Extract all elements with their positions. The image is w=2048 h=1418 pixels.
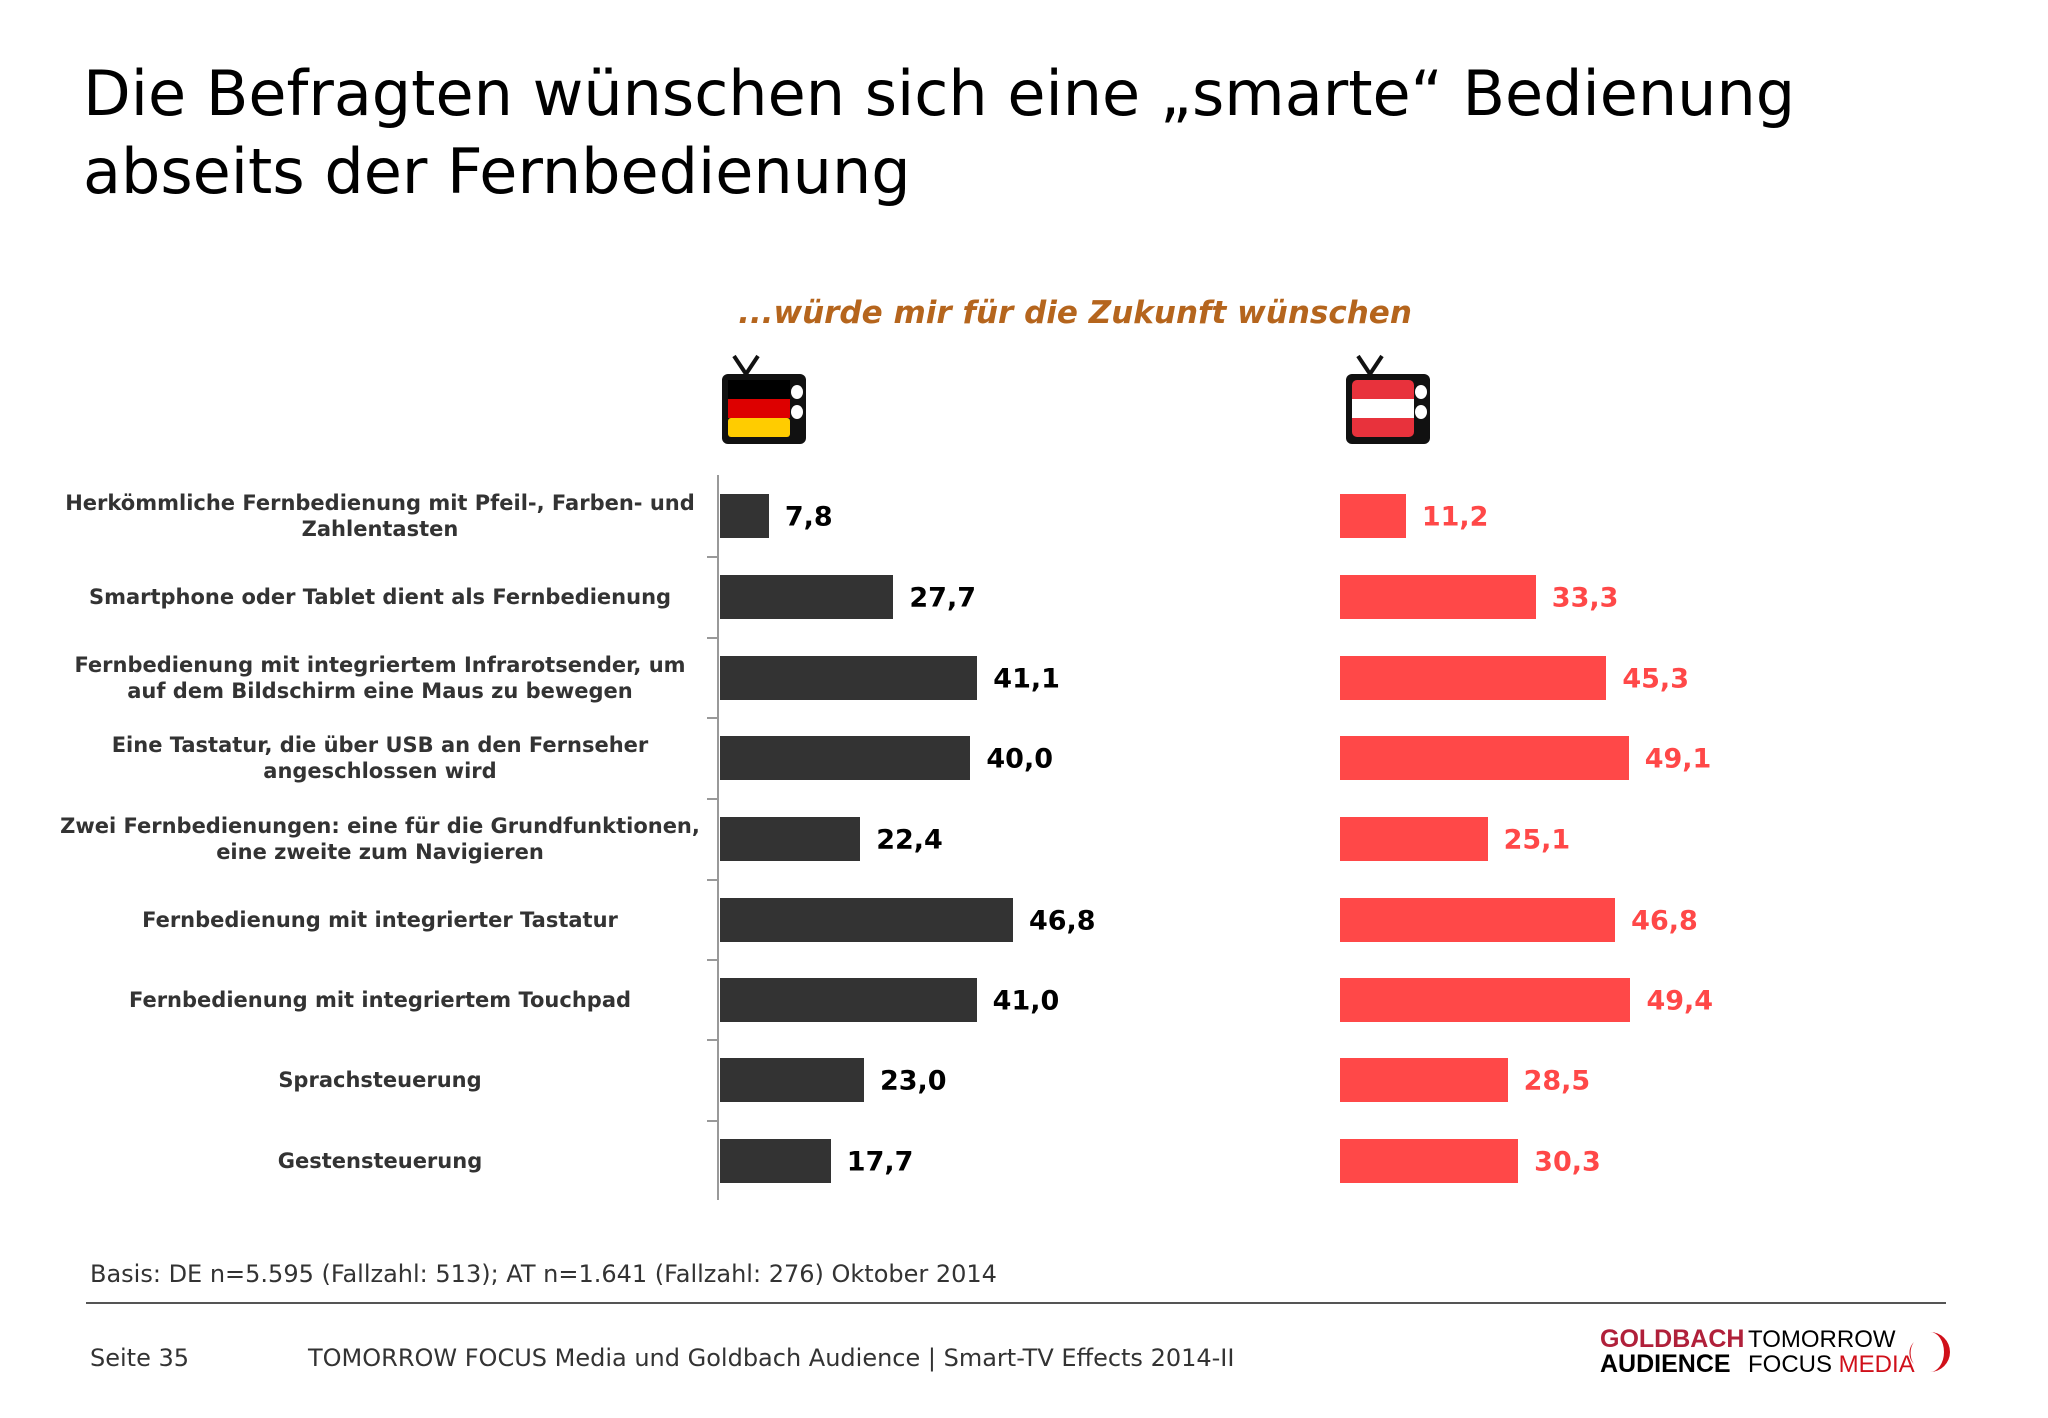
logo-text: GOLDBACH bbox=[1600, 1325, 1745, 1353]
axis-tick bbox=[707, 1039, 719, 1041]
bar-austria bbox=[1340, 575, 1536, 619]
bar-germany bbox=[720, 1058, 864, 1102]
footer-divider bbox=[86, 1302, 1946, 1304]
axis-tick bbox=[707, 798, 719, 800]
tv-germany-icon bbox=[722, 354, 806, 444]
axis-tick bbox=[707, 637, 719, 639]
data-label-germany: 22,4 bbox=[876, 824, 943, 856]
data-label-germany: 46,8 bbox=[1028, 905, 1096, 937]
bar-germany bbox=[720, 494, 769, 538]
category-label: Fernbedienung mit integriertem Touchpad bbox=[128, 988, 632, 1012]
bar-austria bbox=[1340, 494, 1406, 538]
bar-germany bbox=[720, 817, 861, 861]
tomorrow-focus-media-logo: TOMORROW FOCUS MEDIA bbox=[1748, 1327, 1915, 1377]
basis-note: Basis: DE n=5.595 (Fallzahl: 513); AT n=… bbox=[90, 1260, 997, 1288]
logo-text: AUDIENCE bbox=[1600, 1350, 1731, 1378]
data-label-austria: 11,2 bbox=[1421, 501, 1489, 533]
data-label-austria: 45,3 bbox=[1622, 663, 1689, 695]
goldbach-audience-logo: GOLDBACH AUDIENCE bbox=[1600, 1327, 1744, 1377]
data-label-germany: 17,7 bbox=[846, 1146, 914, 1178]
bar-germany bbox=[720, 978, 977, 1022]
axis-tick bbox=[707, 1120, 719, 1122]
footer-text: TOMORROW FOCUS Media und Goldbach Audien… bbox=[308, 1344, 1235, 1372]
bar-austria bbox=[1340, 817, 1488, 861]
bar-austria bbox=[1340, 656, 1607, 700]
category-label: Eine Tastatur, die über USB an den Ferns… bbox=[111, 733, 649, 783]
bar-austria bbox=[1340, 978, 1631, 1022]
page-number: Seite 35 bbox=[90, 1344, 190, 1372]
tfm-crescent-icon bbox=[1909, 1332, 1950, 1372]
data-label-germany: 27,7 bbox=[909, 582, 977, 614]
logo-text: FOCUS bbox=[1748, 1351, 1832, 1378]
category-label: Zwei Fernbedienungen: eine für die Grund… bbox=[60, 814, 700, 864]
bar-austria bbox=[1340, 898, 1616, 942]
tv-austria-icon bbox=[1346, 354, 1430, 444]
logo-text: TOMORROW bbox=[1748, 1326, 1896, 1353]
category-label: Gestensteuerung bbox=[277, 1149, 483, 1173]
bar-germany bbox=[720, 1139, 831, 1183]
category-label: Herkömmliche Fernbedienung mit Pfeil-, F… bbox=[65, 491, 695, 541]
data-label-austria: 25,1 bbox=[1503, 824, 1571, 856]
data-label-germany: 41,1 bbox=[993, 663, 1060, 695]
data-label-austria: 28,5 bbox=[1523, 1065, 1591, 1097]
bar-austria bbox=[1340, 1058, 1508, 1102]
bar-austria bbox=[1340, 1139, 1519, 1183]
chart-subtitle: ...würde mir für die Zukunft wünschen bbox=[738, 295, 1412, 331]
data-label-germany: 23,0 bbox=[879, 1065, 947, 1097]
category-label: Fernbedienung mit integriertem Infrarots… bbox=[74, 653, 686, 703]
data-label-germany: 7,8 bbox=[784, 501, 833, 533]
bar-germany bbox=[720, 575, 894, 619]
data-label-austria: 49,4 bbox=[1646, 985, 1714, 1017]
category-label: Sprachsteuerung bbox=[278, 1068, 482, 1092]
axis-tick bbox=[707, 717, 719, 719]
data-label-germany: 41,0 bbox=[992, 985, 1060, 1017]
data-label-austria: 46,8 bbox=[1631, 905, 1698, 937]
axis-tick bbox=[707, 556, 719, 558]
category-label: Smartphone oder Tablet dient als Fernbed… bbox=[88, 585, 672, 609]
logo-text: MEDIA bbox=[1838, 1351, 1915, 1378]
bar-germany bbox=[720, 898, 1013, 942]
data-label-austria: 33,3 bbox=[1551, 582, 1619, 614]
axis-tick bbox=[707, 959, 719, 961]
category-axis bbox=[717, 475, 719, 1200]
page-title: Die Befragten wünschen sich eine „smarte… bbox=[83, 57, 1796, 208]
bar-germany bbox=[720, 656, 978, 700]
data-label-austria: 49,1 bbox=[1644, 743, 1712, 775]
data-label-austria: 30,3 bbox=[1534, 1146, 1601, 1178]
bar-germany bbox=[720, 736, 971, 780]
bar-austria bbox=[1340, 736, 1629, 780]
data-label-germany: 40,0 bbox=[986, 743, 1054, 775]
axis-tick bbox=[707, 879, 719, 881]
category-label: Fernbedienung mit integrierter Tastatur bbox=[142, 908, 618, 932]
